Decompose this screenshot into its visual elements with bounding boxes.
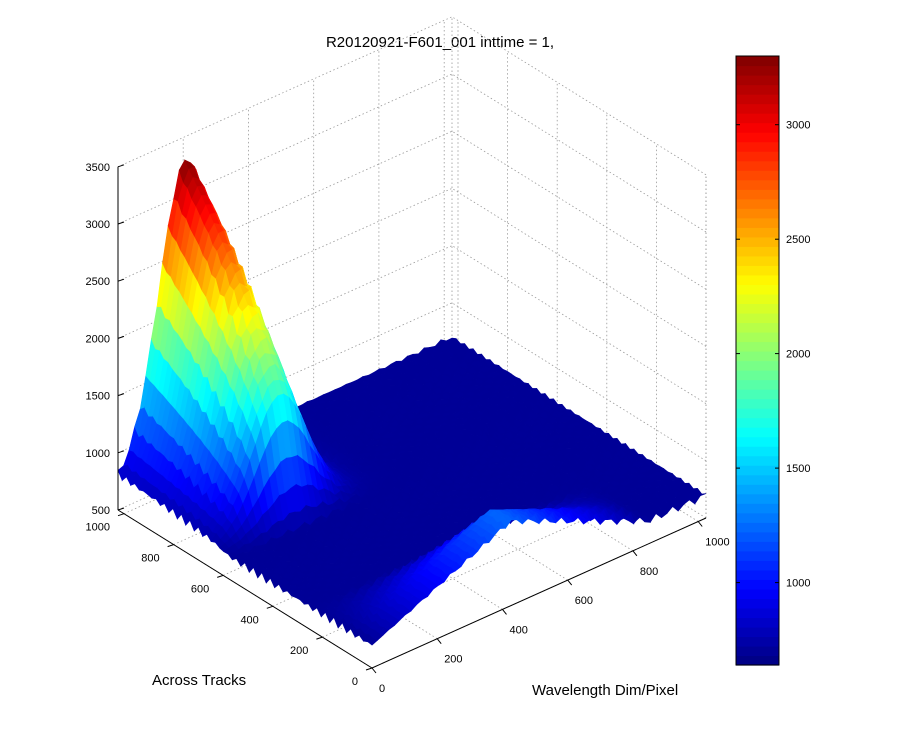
colorbar-swatch xyxy=(736,322,779,333)
y-tick-label: 400 xyxy=(240,614,258,626)
colorbar-swatch xyxy=(736,588,779,599)
z-tick-label: 2500 xyxy=(86,276,110,288)
colorbar-tick-label: 1000 xyxy=(786,578,810,590)
colorbar-tick-label: 2000 xyxy=(786,349,810,361)
colorbar-swatch xyxy=(736,312,779,324)
colorbar-swatch xyxy=(736,645,779,657)
colorbar-swatch xyxy=(736,408,779,419)
z-axis-ticks: 500 1000 1500 2000 2500 3000 3500 xyxy=(86,162,125,517)
colorbar-swatch xyxy=(736,465,779,476)
x-axis-label: Wavelength Dim/Pixel xyxy=(532,682,678,699)
z-tick-label: 500 xyxy=(92,505,110,517)
colorbar-swatch xyxy=(736,141,779,152)
z-tick-label: 1000 xyxy=(86,448,110,460)
colorbar-swatch xyxy=(736,160,779,171)
colorbar-swatch xyxy=(736,94,779,105)
z-tick-label: 1500 xyxy=(86,391,110,403)
colorbar-swatch xyxy=(736,379,779,390)
x-tick-label: 200 xyxy=(444,654,462,666)
colorbar-tick-label: 1500 xyxy=(786,463,810,475)
colorbar-swatch xyxy=(736,455,779,466)
colorbar-frame xyxy=(735,55,780,666)
x-tick-label: 400 xyxy=(510,624,528,636)
y-tick-label: 200 xyxy=(290,645,308,657)
y-axis-label: Across Tracks xyxy=(152,672,246,689)
colorbar-swatch xyxy=(736,503,779,514)
colorbar-swatch xyxy=(736,541,779,552)
colorbar-swatch xyxy=(736,113,779,124)
colorbar-swatch xyxy=(736,493,779,504)
colorbar-swatch xyxy=(736,512,779,523)
chart-title: R20120921-F601_001 inttime = 1, xyxy=(326,34,554,51)
colorbar-swatch xyxy=(736,103,779,114)
colorbar-swatch xyxy=(736,236,779,247)
colorbar-swatch xyxy=(736,550,779,561)
colorbar-swatch xyxy=(736,265,779,276)
x-tick-label: 800 xyxy=(640,566,658,578)
y-axis-ticks: 0 200 400 600 800 1000 xyxy=(86,513,373,688)
colorbar-swatch xyxy=(736,84,779,95)
colorbar-swatch xyxy=(736,598,779,609)
colorbar-swatch xyxy=(736,436,779,447)
z-tick-label: 3000 xyxy=(86,219,110,231)
colorbar-swatch xyxy=(736,417,779,428)
y-tick-label: 0 xyxy=(352,676,358,688)
colorbar-swatch xyxy=(736,179,779,190)
y-tick-label: 1000 xyxy=(86,522,110,534)
z-tick-label: 2000 xyxy=(86,333,110,345)
colorbar-tick-label: 2500 xyxy=(786,234,810,246)
colorbar-swatch xyxy=(736,636,779,647)
colorbar-swatch xyxy=(736,208,779,219)
colorbar-swatch xyxy=(736,56,779,67)
colorbar-swatch xyxy=(736,398,779,409)
colorbar-tick-label: 3000 xyxy=(786,120,810,132)
y-tick-label: 600 xyxy=(191,583,209,595)
colorbar-swatch xyxy=(736,427,779,438)
colorbar-swatch xyxy=(736,274,779,285)
y-tick-label: 800 xyxy=(141,553,159,565)
colorbar-swatch xyxy=(736,370,779,381)
colorbar-swatch xyxy=(736,331,779,343)
x-tick-label: 0 xyxy=(379,683,385,695)
colorbar-swatch xyxy=(736,303,779,314)
colorbar-swatch xyxy=(736,474,779,485)
colorbar-swatch xyxy=(736,217,779,228)
colorbar-swatch xyxy=(736,655,779,666)
colorbar-swatch xyxy=(736,151,779,162)
colorbar-swatch xyxy=(736,389,779,400)
colorbar-swatch xyxy=(736,569,779,580)
colorbar-swatch xyxy=(736,341,779,352)
surface-patch xyxy=(696,493,707,498)
x-tick-label: 600 xyxy=(575,595,593,607)
colorbar-swatch xyxy=(736,198,779,209)
colorbar-swatch xyxy=(736,522,779,533)
colorbar-swatch xyxy=(736,65,779,76)
colorbar-swatch xyxy=(736,132,779,143)
colorbar-swatch xyxy=(736,607,779,619)
colorbar-swatch xyxy=(736,75,779,86)
colorbar-swatch xyxy=(736,246,779,257)
colorbar-swatch xyxy=(736,579,779,590)
x-axis-ticks: 0 200 400 600 800 1000 xyxy=(371,521,730,695)
surface-plot xyxy=(117,159,707,646)
colorbar-swatch xyxy=(736,626,779,638)
colorbar-swatch xyxy=(736,122,779,133)
colorbar-swatch xyxy=(736,189,779,200)
colorbar-swatch xyxy=(736,360,779,371)
colorbar-swatch xyxy=(736,293,779,305)
colorbar-swatch xyxy=(736,484,779,495)
colorbar-swatch xyxy=(736,446,779,457)
colorbar-swatch xyxy=(736,170,779,181)
colorbar-swatch xyxy=(736,531,779,542)
colorbar-swatch xyxy=(736,255,779,266)
colorbar-swatch xyxy=(736,227,779,238)
colorbar-swatch xyxy=(736,284,779,295)
x-tick-label: 1000 xyxy=(705,537,729,549)
colorbar-swatch xyxy=(736,560,779,571)
colorbar-swatch xyxy=(736,350,779,362)
z-tick-label: 3500 xyxy=(86,162,110,174)
colorbar-swatch xyxy=(736,617,779,628)
colorbar: 1000 1500 2000 2500 3000 xyxy=(735,55,810,666)
